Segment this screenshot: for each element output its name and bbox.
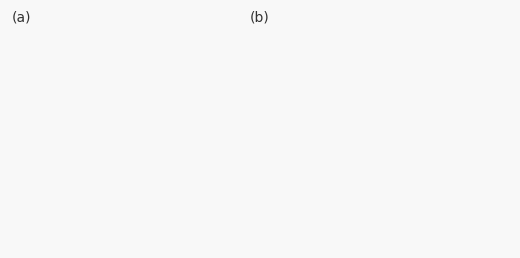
Text: (a): (a) (12, 10, 32, 24)
Text: (b): (b) (250, 10, 270, 24)
